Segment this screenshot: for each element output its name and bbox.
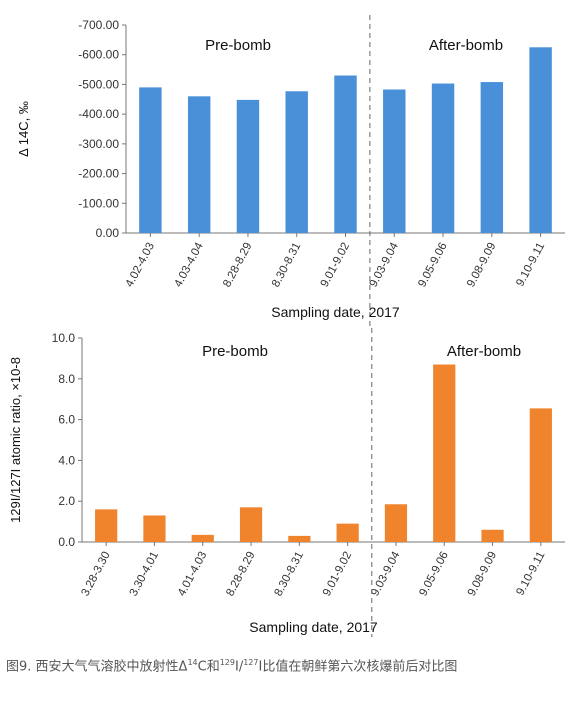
c1-annotation: Pre-bomb	[205, 37, 271, 54]
c1-bar	[334, 75, 357, 233]
c2-bar	[529, 408, 552, 542]
c1-bar	[187, 96, 211, 233]
caption-mid-2: I/	[234, 659, 244, 675]
c1-x-tick-label: 9.05-9.06	[416, 241, 449, 290]
c2-x-tick-label: 9.05-9.06	[417, 550, 450, 599]
c2-x-tick-label: 3.30-4.01	[128, 550, 161, 599]
caption-suffix: I比值在朝鲜第六次核爆前后对比图	[258, 659, 458, 675]
c2-annotation: Pre-bomb	[202, 343, 268, 360]
c1-bar	[480, 82, 504, 234]
caption-sup-127: 127	[243, 658, 259, 667]
caption-prefix: 图9. 西安大气气溶胶中放射性Δ	[6, 659, 188, 675]
c1-bar	[236, 99, 260, 233]
c2-y-tick-label: 8.0	[58, 372, 75, 386]
c1-bar	[529, 47, 552, 234]
c2-x-tick-label: 3.28-3.30	[79, 550, 112, 599]
c2-x-tick-label: 9.10-9.11	[514, 550, 547, 598]
c1-x-tick-label: 9.01-9.02	[319, 241, 352, 290]
c2-bar	[288, 535, 311, 542]
c2-annotation: After-bomb	[447, 343, 521, 360]
c1-y-tick-label: -600.00	[78, 48, 119, 62]
c2-bar	[481, 529, 504, 542]
c1-y-tick-label: -100.00	[78, 196, 119, 210]
c1-bar	[285, 91, 308, 234]
c1-y-tick-label: 0.00	[96, 226, 120, 240]
c2-x-tick-label: 8.30-8.31	[273, 550, 306, 599]
c2-x-tick-label: 8.28-8.29	[224, 550, 257, 599]
figure: 0.00 -100.00 -200.00 -300.00 -400.00 -500.00 -…	[8, 15, 565, 637]
c2-y-tick-label: 6.0	[58, 413, 75, 427]
c1-y-tick-label: -300.00	[78, 137, 119, 151]
c2-bar	[336, 523, 359, 542]
c2-bar	[433, 364, 456, 542]
c1-bar	[431, 83, 455, 233]
c1-y-tick-label: -400.00	[78, 107, 119, 121]
c2-bar	[191, 534, 214, 542]
c2-x-axis-title: Sampling date, 2017	[249, 619, 378, 635]
c1-y-tick-label: -200.00	[78, 167, 119, 181]
c1-x-tick-label: 4.02-4.03	[124, 241, 157, 290]
c1-y-tick-label: -500.00	[78, 77, 119, 91]
c1-y-axis-title: Δ 14C, ‰	[16, 101, 31, 157]
c2-bar	[143, 515, 166, 542]
c2-y-tick-label: 4.0	[58, 453, 75, 467]
c2-y-tick-label: 10.0	[52, 331, 76, 345]
c1-bar	[139, 87, 162, 234]
c1-bar	[383, 89, 406, 233]
figure-caption: 图9. 西安大气气溶胶中放射性Δ14C和129I/127I比值在朝鲜第六次核爆前…	[6, 652, 578, 678]
caption-sup-129: 129	[219, 658, 235, 667]
c1-x-tick-label: 8.30-8.31	[270, 241, 303, 290]
c2-y-tick-label: 0.0	[58, 535, 75, 549]
c2-y-tick-label: 2.0	[58, 494, 75, 508]
c1-x-tick-label: 9.10-9.11	[514, 241, 547, 289]
c1-annotation: After-bomb	[429, 37, 503, 54]
c2-x-tick-label: 9.08-9.09	[466, 550, 499, 599]
c1-x-tick-label: 8.28-8.29	[221, 241, 254, 290]
c2-y-axis-title: 129I/127I atomic ratio, ×10-8	[8, 357, 23, 523]
c2-x-tick-label: 4.01-4.03	[176, 550, 209, 599]
c2-bar	[384, 504, 408, 542]
c2-x-tick-label: 9.03-9.04	[369, 549, 403, 598]
caption-sup-14: 14	[187, 658, 198, 667]
c2-x-tick-label: 9.01-9.02	[321, 550, 354, 599]
c1-x-tick-label: 9.03-9.04	[368, 240, 402, 289]
c2-bar	[95, 509, 118, 542]
c1-x-tick-label: 9.08-9.09	[465, 241, 498, 290]
c1-x-tick-label: 4.03-4.04	[172, 240, 206, 289]
caption-mid-1: C和	[197, 659, 220, 675]
c1-y-tick-label: -700.00	[78, 18, 119, 32]
c1-x-axis-title: Sampling date, 2017	[271, 304, 400, 320]
c2-bar	[239, 507, 263, 542]
